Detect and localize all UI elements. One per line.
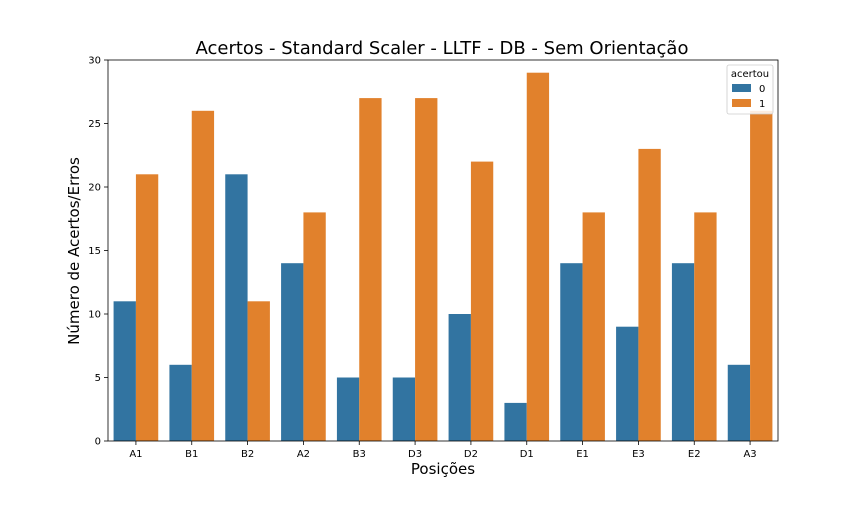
bar-d1-series-0 xyxy=(504,402,527,441)
bar-d1-series-1 xyxy=(526,72,550,441)
x-tick-label: A2 xyxy=(297,449,310,460)
bar-b1-series-1 xyxy=(191,110,215,442)
y-tick-label: 5 xyxy=(95,373,101,384)
bar-d3-series-1 xyxy=(415,98,438,441)
bar-e3-series-1 xyxy=(638,148,661,441)
bar-a3-series-0 xyxy=(727,364,751,441)
x-tick-label: A3 xyxy=(743,449,756,460)
x-tick-label: B3 xyxy=(353,449,366,460)
y-axis-label: Número de Acertos/Erros xyxy=(65,157,83,345)
legend-label-0: 0 xyxy=(759,84,765,95)
bar-a1-series-0 xyxy=(113,301,136,441)
bar-b3-series-1 xyxy=(359,98,382,441)
y-tick-label: 20 xyxy=(88,183,101,194)
x-tick-label: D3 xyxy=(408,449,422,460)
x-tick-label: E3 xyxy=(632,449,645,460)
x-tick-label: D2 xyxy=(464,449,478,460)
bar-d2-series-1 xyxy=(470,161,494,441)
chart-title: Acertos - Standard Scaler - LLTF - DB - … xyxy=(196,38,689,59)
bar-e1-series-0 xyxy=(560,263,583,441)
bar-a2-series-0 xyxy=(281,263,304,441)
y-tick-label: 25 xyxy=(88,119,101,130)
x-tick-label: B1 xyxy=(185,449,198,460)
bar-a3-series-1 xyxy=(750,110,773,442)
x-tick-label: D1 xyxy=(520,449,534,460)
bar-d2-series-0 xyxy=(448,314,471,441)
y-tick-label: 10 xyxy=(88,310,101,321)
bar-b2-series-1 xyxy=(247,301,270,441)
bar-a2-series-1 xyxy=(303,212,326,441)
legend-title: acertou xyxy=(731,69,769,80)
x-tick-label: E1 xyxy=(576,449,589,460)
legend-swatch-0 xyxy=(732,84,751,92)
x-tick-label: A1 xyxy=(129,449,142,460)
bar-e1-series-1 xyxy=(582,212,605,441)
y-tick-label: 30 xyxy=(88,56,101,67)
bar-e3-series-0 xyxy=(616,326,639,441)
bar-e2-series-1 xyxy=(694,212,717,441)
legend: acertou 0 1 xyxy=(726,64,774,115)
x-tick-label: E2 xyxy=(688,449,701,460)
bar-e2-series-0 xyxy=(671,263,695,441)
legend-label-1: 1 xyxy=(759,99,765,110)
bar-a1-series-1 xyxy=(135,174,159,442)
bar-b1-series-0 xyxy=(169,364,192,441)
bar-d3-series-0 xyxy=(392,377,416,441)
x-tick-label: B2 xyxy=(241,449,254,460)
y-tick-label: 15 xyxy=(88,246,101,257)
bar-b2-series-0 xyxy=(225,174,248,442)
y-tick-label: 0 xyxy=(95,437,101,448)
bar-b3-series-0 xyxy=(336,377,360,441)
x-axis-label: Posições xyxy=(411,460,475,478)
legend-swatch-1 xyxy=(732,99,751,107)
